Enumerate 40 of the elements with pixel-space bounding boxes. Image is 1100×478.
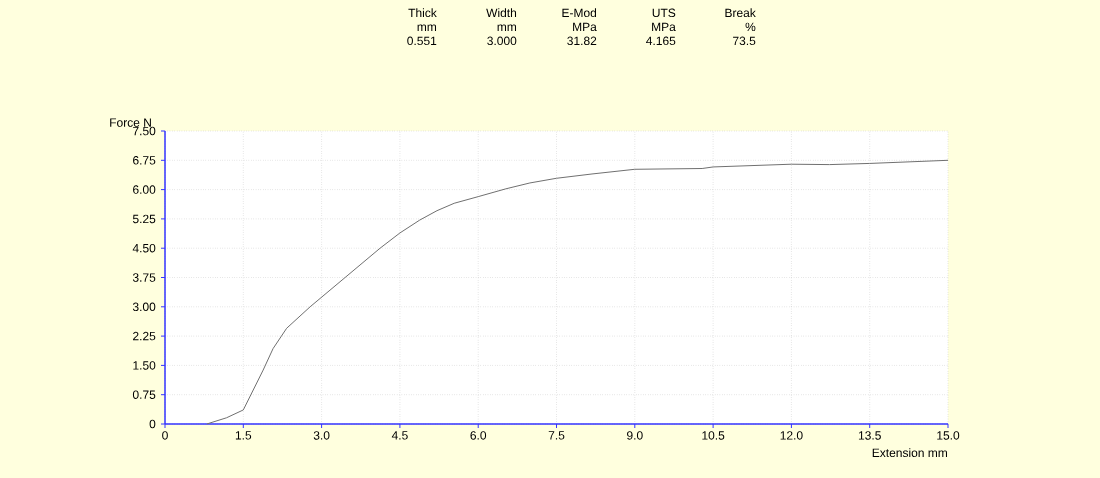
text: UTS xyxy=(652,8,676,18)
x-tick-label: 4.5 xyxy=(391,431,408,440)
y-tick-label: 5.25 xyxy=(132,214,156,224)
text: Thick xyxy=(408,8,437,18)
x-tick-label: 3.0 xyxy=(313,431,330,440)
y-tick-label: 6.75 xyxy=(133,156,156,165)
text: mm xyxy=(417,24,437,31)
y-tick-label: 3.75 xyxy=(132,273,156,282)
y-tick-label: 4.50 xyxy=(132,243,156,253)
line-series xyxy=(206,159,949,425)
text: 73.5 xyxy=(733,36,756,46)
x-tick-label: 15.0 xyxy=(937,431,960,440)
y-tick-label: 6.00 xyxy=(133,185,156,194)
y-tick-label: 7.50 xyxy=(133,126,156,136)
x-tick-label: 10.5 xyxy=(702,431,725,440)
y-tick-label: 1.50 xyxy=(133,361,156,370)
y-axis-title: Force N xyxy=(110,118,151,127)
x-tick-label: 13.5 xyxy=(858,431,881,440)
text: Width xyxy=(486,8,517,18)
y-tick-label: 2.25 xyxy=(133,331,156,341)
text: mm xyxy=(497,24,517,31)
y-tick-label: 0 xyxy=(149,419,156,429)
text: MPa xyxy=(652,22,676,32)
x-tick-label: 7.5 xyxy=(548,431,565,440)
text: 0.551 xyxy=(407,36,437,46)
x-axis-title: Extension mm xyxy=(872,448,947,458)
x-tick-label: 6.0 xyxy=(470,431,487,440)
y-tick-label: 3.00 xyxy=(132,302,156,312)
x-tick-label: 0 xyxy=(162,431,168,440)
y-tick-label: 0.75 xyxy=(132,390,156,399)
text: E-Mod xyxy=(562,8,597,18)
x-tick-label: 12.0 xyxy=(780,431,803,440)
text: % xyxy=(745,22,756,32)
text: 3.000 xyxy=(487,36,517,46)
x-tick-label: 1.5 xyxy=(235,431,252,440)
text: MPa xyxy=(573,22,597,32)
text: Break xyxy=(725,8,756,18)
text: 31.82 xyxy=(567,36,597,46)
x-tick-label: 9.0 xyxy=(627,431,643,440)
text: 4.165 xyxy=(646,36,676,46)
